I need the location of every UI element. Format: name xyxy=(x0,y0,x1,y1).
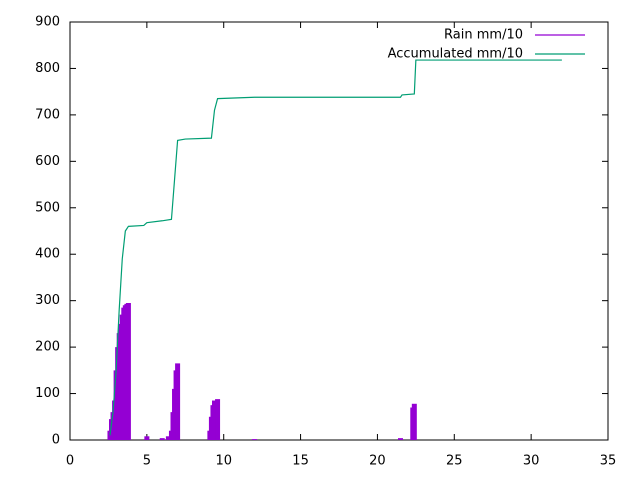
y-tick-label: 700 xyxy=(35,107,60,122)
x-tick-label: 15 xyxy=(292,454,309,469)
legend-label: Rain mm/10 xyxy=(444,28,523,43)
y-tick-label: 200 xyxy=(35,340,60,355)
plot-border xyxy=(69,21,609,441)
x-tick-label: 0 xyxy=(66,454,74,469)
x-tick-label: 10 xyxy=(215,454,232,469)
legend-label: Accumulated mm/10 xyxy=(388,47,523,62)
x-tick-label: 30 xyxy=(523,454,540,469)
x-tick-label: 5 xyxy=(143,454,151,469)
y-tick-label: 400 xyxy=(35,247,60,262)
accumulated-line xyxy=(109,59,562,436)
x-tick-label: 25 xyxy=(446,454,463,469)
y-tick-label: 0 xyxy=(52,433,60,448)
y-tick-label: 800 xyxy=(35,61,60,76)
y-tick-label: 600 xyxy=(35,154,60,169)
y-tick-label: 100 xyxy=(35,386,60,401)
y-tick-label: 500 xyxy=(35,200,60,215)
x-tick-label: 20 xyxy=(369,454,386,469)
y-tick-label: 300 xyxy=(35,293,60,308)
y-tick-label: 900 xyxy=(35,15,60,30)
x-tick-label: 35 xyxy=(600,454,617,469)
